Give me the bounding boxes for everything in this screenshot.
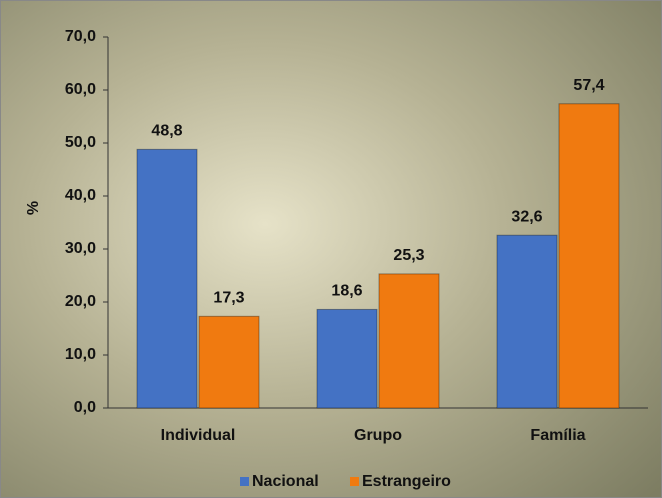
y-tick-label: 50,0 (65, 134, 96, 151)
y-tick-label: 60,0 (65, 81, 96, 98)
bar (136, 148, 198, 409)
x-tick-label: Individual (161, 427, 236, 444)
bar (378, 273, 440, 409)
y-tick-label: 0,0 (74, 399, 96, 416)
x-tick-label: Grupo (354, 427, 402, 444)
legend-swatch (240, 477, 249, 486)
legend-label: Nacional (252, 473, 319, 490)
legend-swatch (350, 477, 359, 486)
legend-label: Estrangeiro (362, 473, 451, 490)
y-tick-label: 40,0 (65, 187, 96, 204)
y-tick-label: 10,0 (65, 346, 96, 363)
value-label: 32,6 (511, 208, 542, 225)
y-axis-label: % (25, 201, 42, 215)
bar (316, 308, 378, 409)
y-tick-label: 30,0 (65, 240, 96, 257)
value-label: 57,4 (573, 77, 604, 94)
value-label: 17,3 (213, 290, 244, 307)
x-tick-label: Família (530, 427, 585, 444)
bar (496, 234, 558, 409)
bar (558, 103, 620, 409)
value-label: 48,8 (151, 123, 182, 140)
value-label: 25,3 (393, 247, 424, 264)
value-label: 18,6 (331, 283, 362, 300)
y-tick-label: 20,0 (65, 293, 96, 310)
bar (198, 315, 260, 409)
y-tick-label: 70,0 (65, 28, 96, 45)
